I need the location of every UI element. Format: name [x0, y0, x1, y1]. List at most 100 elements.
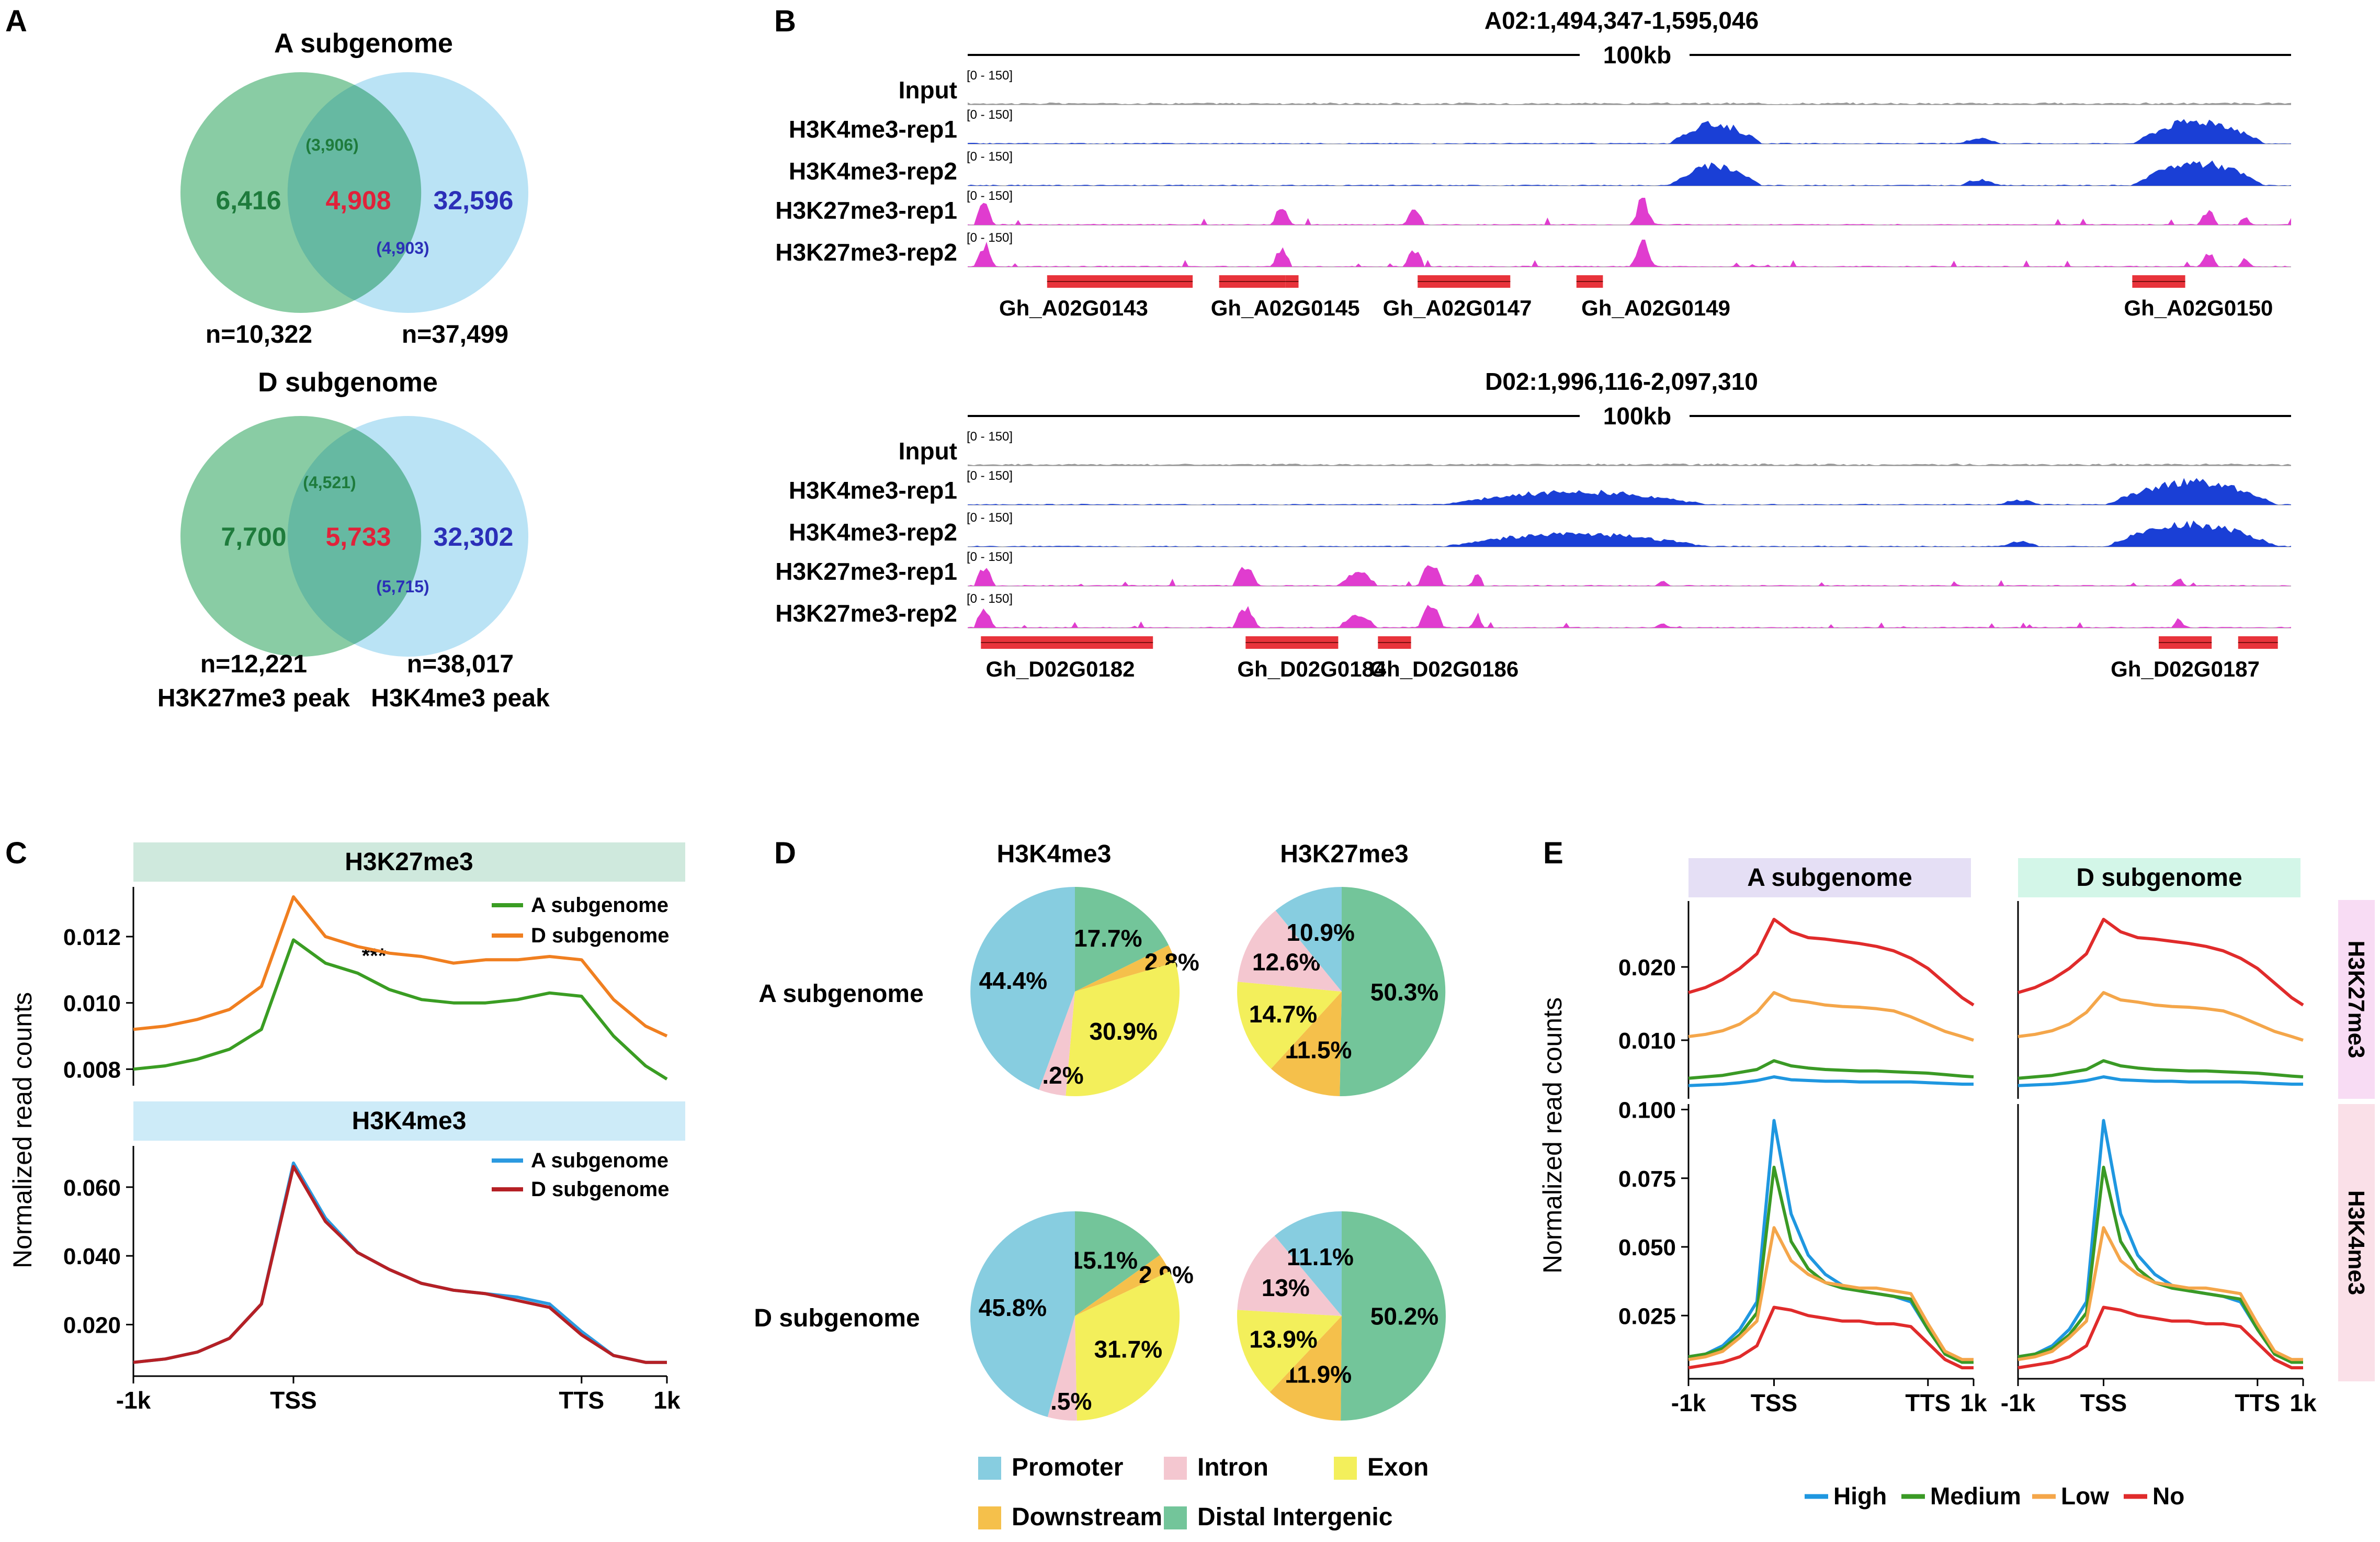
pie-slice-downstream: [1075, 945, 1176, 992]
x-tick-label: 1k: [2290, 1389, 2317, 1416]
c-legend-bottom-label-d: D subgenome: [531, 1178, 669, 1201]
gene-label: Gh_A02G0150: [2124, 296, 2273, 320]
series-line-low: [1688, 991, 1974, 1042]
x-tick-label: -1k: [2001, 1389, 2036, 1416]
y-tick-label: 0.010: [63, 991, 121, 1017]
x-tick-label: TSS: [1751, 1389, 1797, 1416]
venn-overlap-note-left-d: (4,521): [303, 473, 356, 492]
track-range: [0 - 150]: [967, 108, 1013, 122]
series-line-medium: [2018, 1059, 2304, 1080]
scale-label: 100kb: [1603, 41, 1671, 69]
c-bottom-chart: 0.020 0.040 0.060 -1k TSS TTS 1k: [63, 1146, 681, 1414]
d-col-title-h3k27me3: H3K27me3: [1280, 840, 1408, 868]
x-tick-label: TSS: [2080, 1389, 2127, 1416]
pie-label: 11.1%: [1287, 1243, 1354, 1270]
track-signal: [968, 119, 2291, 144]
e-legend-label: High: [1833, 1482, 1887, 1510]
y-tick-label: 0.020: [63, 1312, 121, 1338]
y-tick-label: 0.020: [1618, 955, 1676, 981]
e-facet-bottom: -1k TSS TTS 1k: [2001, 1104, 2317, 1416]
x-tick-label: 1k: [653, 1387, 681, 1414]
d-legend-swatch: [1164, 1457, 1187, 1480]
c-strip-bottom-label: H3K4me3: [352, 1107, 467, 1135]
panel-label-e: E: [1543, 836, 1563, 870]
d-legend-swatch: [978, 1506, 1001, 1529]
track-label: Input: [899, 437, 957, 465]
e-strip-row-bottom: [2338, 1104, 2375, 1381]
d-legend-label: Downstream: [1012, 1503, 1162, 1531]
venn-overlap-d: [287, 429, 422, 644]
d-row-title-a: A subgenome: [758, 980, 924, 1008]
track-label: Input: [899, 76, 957, 104]
pie-slice-exon: [1066, 962, 1180, 1096]
d-legend-label: Exon: [1367, 1454, 1429, 1481]
y-tick-label: 0.012: [63, 925, 121, 950]
series-line-medium: [1688, 1059, 1974, 1080]
browser-region: A02:1,494,347-1,595,046: [1484, 7, 1759, 34]
venn-title-a: A subgenome: [274, 28, 453, 59]
pie-slice-promoter: [970, 887, 1075, 1090]
panel-b: B A02:1,494,347-1,595,046 100kb [0 - 150] I…: [774, 4, 2291, 681]
d-legend-label: Promoter: [1012, 1454, 1123, 1481]
x-tick-label: TSS: [270, 1387, 316, 1414]
track-signal: [968, 160, 2291, 186]
gene-label: Gh_D02G0182: [986, 657, 1135, 681]
d-row-title-d: D subgenome: [754, 1304, 920, 1332]
track-range: [0 - 150]: [967, 430, 1013, 444]
track-range: [0 - 150]: [967, 592, 1013, 606]
panel-label-c: C: [5, 836, 27, 870]
pie-slice-promoter: [970, 1211, 1075, 1417]
x-tick-label: -1k: [116, 1387, 151, 1414]
track-range: [0 - 150]: [967, 231, 1013, 245]
track-range: [0 - 150]: [967, 69, 1013, 83]
x-tick-label: TTS: [1905, 1389, 1951, 1416]
d-legend: Promoter Intron Exon Downstream Distal Inter…: [978, 1454, 1429, 1531]
track-range: [0 - 150]: [967, 150, 1013, 164]
y-tick-label: 0.050: [1618, 1235, 1676, 1260]
track-label: H3K27me3-rep1: [775, 558, 957, 585]
y-tick-label: 0.060: [63, 1175, 121, 1201]
d-legend-label: Distal Intergenic: [1197, 1503, 1392, 1531]
venn-right-count-a: 32,596: [434, 186, 514, 215]
pie-d-h3k4me3: 15.1%2.9%31.7%4.5%45.8%: [970, 1211, 1194, 1421]
c-legend-top-label-a: A subgenome: [531, 894, 668, 917]
pie-label: 10.9%: [1286, 919, 1354, 946]
y-tick-label: 0.100: [1618, 1098, 1676, 1123]
gene-label: Gh_D02G0184: [1237, 657, 1386, 681]
series-line-medium: [1688, 1165, 1974, 1364]
pie-slice-promoter: [1274, 1211, 1342, 1316]
track-range: [0 - 150]: [967, 469, 1013, 483]
venn-title-d: D subgenome: [258, 367, 438, 398]
x-tick-label: TTS: [2235, 1389, 2280, 1416]
series-line-high: [1688, 1075, 1974, 1087]
pie-d-h3k27me3: 50.2% 11.9% 13.9% 13% 11.1%: [1237, 1211, 1446, 1421]
y-tick-label: 0.025: [1618, 1303, 1676, 1329]
venn-n-left-d: n=12,221: [200, 650, 307, 678]
c-strip-bottom: [133, 1101, 685, 1141]
panel-label-a: A: [5, 4, 27, 38]
gene-label: Gh_A02G0143: [999, 296, 1148, 320]
pie-a-h3k27me3: 50.3%11.5%14.7%12.6%10.9%: [1237, 887, 1446, 1097]
panel-label-d: D: [774, 836, 796, 870]
pie-a-h3k4me3: 17.7%2.8%30.9%4.2%44.4%: [970, 887, 1199, 1096]
series-line-no: [1688, 918, 1975, 1007]
e-legend-label: No: [2152, 1482, 2184, 1510]
track-label: H3K4me3-rep2: [789, 519, 957, 546]
gene-label: Gh_A02G0147: [1383, 296, 1532, 320]
gene-label: Gh_D02G0186: [1369, 657, 1518, 681]
track-signal: [968, 478, 2291, 505]
venn-overlap-note-right-d: (5,715): [376, 577, 429, 596]
series-line-no: [2018, 1305, 2303, 1369]
c-strip-top-label: H3K27me3: [345, 848, 473, 876]
venn-n-right-d: n=38,017: [407, 650, 514, 678]
e-strip-row-top: [2338, 900, 2375, 1099]
d-legend-swatch: [1164, 1506, 1187, 1529]
pie-slice-intron: [1237, 1235, 1342, 1316]
track-label: H3K27me3-rep2: [775, 600, 957, 627]
track-signal: [968, 605, 2291, 628]
venn-overlap-a: [287, 85, 422, 300]
venn-overlap-count-a: 4,908: [325, 186, 391, 215]
series-line-d-subgenome: [133, 895, 668, 1038]
pie-label: 50.3%: [1370, 978, 1438, 1006]
e-facet-bottom: 0.025 0.050 0.075 0.100 -1k TSS TTS 1k: [1618, 1098, 1987, 1417]
